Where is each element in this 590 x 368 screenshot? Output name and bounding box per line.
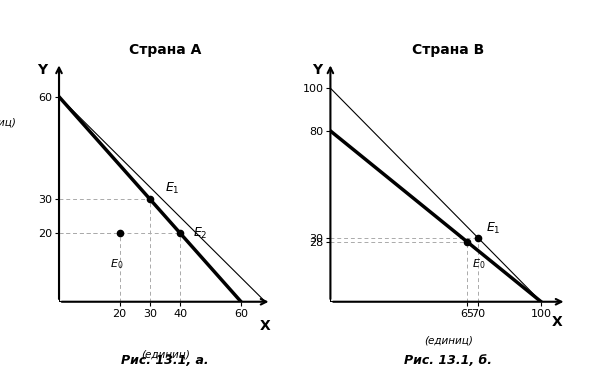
Text: X: X <box>260 319 270 333</box>
Text: X: X <box>552 315 562 329</box>
Text: Y: Y <box>312 63 322 77</box>
Text: $E_2$: $E_2$ <box>192 226 207 241</box>
Text: $E_0$: $E_0$ <box>110 257 123 271</box>
Title: Страна В: Страна В <box>412 43 484 57</box>
Text: (единиц): (единиц) <box>141 350 189 360</box>
Text: Y: Y <box>37 63 47 77</box>
Text: $E_0$: $E_0$ <box>471 257 485 271</box>
Text: (единиц): (единиц) <box>424 336 473 346</box>
Text: Рис. 13.1, б.: Рис. 13.1, б. <box>404 354 493 367</box>
Text: $E_1$: $E_1$ <box>486 220 501 236</box>
Text: Рис. 13.1, а.: Рис. 13.1, а. <box>122 354 209 367</box>
Text: $E_1$: $E_1$ <box>165 181 180 196</box>
Text: единиц): единиц) <box>0 117 17 127</box>
Title: Страна А: Страна А <box>129 43 201 57</box>
